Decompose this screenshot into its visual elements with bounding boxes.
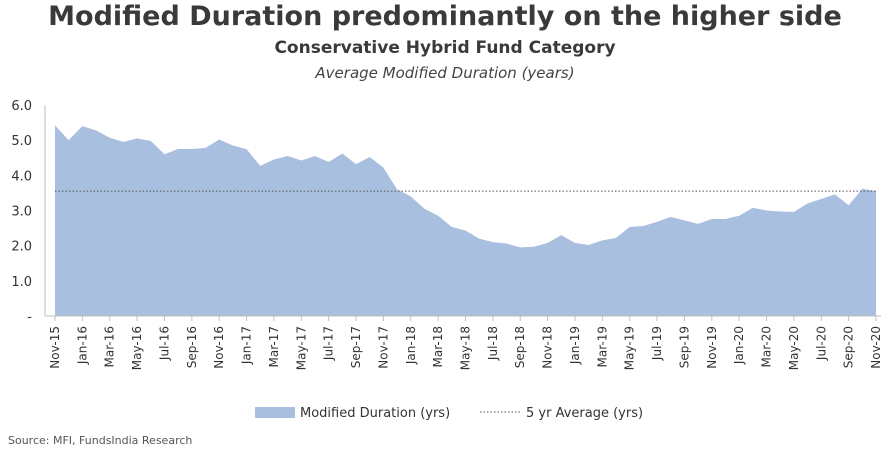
- x-tick-label: May-18: [459, 326, 473, 370]
- x-tick-label: Nov-17: [376, 326, 390, 369]
- x-tick-label: Jul-18: [486, 326, 500, 361]
- x-tick-label: Mar-19: [595, 326, 609, 367]
- chart-title: Modified Duration predominantly on the h…: [48, 1, 842, 32]
- x-tick-label: Mar-16: [103, 326, 117, 367]
- y-tick-label: 2.0: [11, 240, 32, 255]
- x-tick-label: Nov-18: [541, 326, 555, 369]
- y-tick-label: 4.0: [11, 169, 32, 184]
- chart-subtitle: Conservative Hybrid Fund Category: [274, 38, 616, 58]
- x-tick-label: May-16: [130, 326, 144, 370]
- x-tick-label: Sep-16: [185, 326, 199, 368]
- x-tick-label: Sep-18: [513, 326, 527, 368]
- x-tick-label: Mar-17: [267, 326, 281, 367]
- x-tick-label: Mar-18: [431, 326, 445, 367]
- x-tick-label: Nov-15: [48, 326, 62, 369]
- x-tick-label: Jul-20: [814, 326, 828, 361]
- x-tick-label: Nov-19: [705, 326, 719, 369]
- y-tick-label: -: [27, 310, 32, 325]
- x-tick-label: Jan-17: [240, 326, 254, 365]
- legend-swatch-modified-duration: [255, 407, 295, 418]
- legend-label-modified-duration: Modified Duration (yrs): [300, 406, 450, 421]
- x-tick-label: Jan-18: [404, 326, 418, 365]
- x-tick-label: Sep-20: [842, 326, 856, 368]
- x-tick-label: Sep-19: [677, 326, 691, 368]
- x-tick-label: May-19: [623, 326, 637, 370]
- x-tick-label: May-17: [294, 326, 308, 370]
- chart-subtitle-units: Average Modified Duration (years): [315, 64, 575, 82]
- x-tick-label: Jul-17: [322, 326, 336, 361]
- x-tick-label: May-20: [787, 326, 801, 370]
- x-tick-label: Sep-17: [349, 326, 363, 368]
- legend-label-5yr-average: 5 yr Average (yrs): [526, 406, 643, 421]
- x-tick-label: Jul-16: [157, 326, 171, 361]
- y-tick-label: 6.0: [11, 99, 32, 114]
- x-tick-label: Jul-19: [650, 326, 664, 361]
- y-tick-label: 1.0: [11, 275, 32, 290]
- x-tick-label: Jan-16: [75, 326, 89, 365]
- x-tick-label: Nov-20: [869, 326, 883, 369]
- source-note: Source: MFI, FundsIndia Research: [8, 434, 193, 447]
- x-tick-label: Nov-16: [212, 326, 226, 369]
- x-tick-label: Jan-19: [568, 326, 582, 365]
- x-tick-label: Mar-20: [760, 326, 774, 367]
- y-tick-label: 5.0: [11, 134, 32, 149]
- series-area-modified-duration: [55, 125, 876, 317]
- x-tick-label: Jan-20: [732, 326, 746, 365]
- y-tick-label: 3.0: [11, 205, 32, 220]
